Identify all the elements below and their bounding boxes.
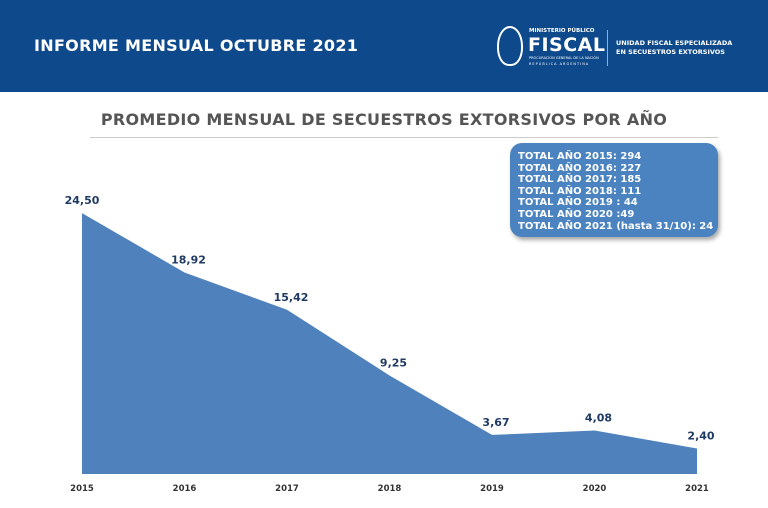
unit-name: UNIDAD FISCAL ESPECIALIZADA EN SECUESTRO… — [616, 39, 732, 57]
x-tick-label: 2019 — [480, 484, 504, 494]
data-label: 3,67 — [482, 416, 509, 429]
logo-line4: REPÚBLICA ARGENTINA — [529, 62, 590, 66]
data-label: 9,25 — [380, 356, 407, 369]
x-tick-label: 2016 — [173, 484, 197, 494]
logo-line3: PROCURACIÓN GENERAL DE LA NACIÓN — [529, 56, 599, 60]
x-tick-label: 2015 — [70, 484, 94, 494]
annotation-line: TOTAL AÑO 2018: 111 — [518, 185, 642, 197]
data-label: 15,42 — [274, 291, 309, 304]
data-label: 2,40 — [687, 429, 714, 442]
logo-line2: FISCAL — [528, 34, 606, 56]
x-tick-label: 2018 — [378, 484, 402, 494]
area-series — [82, 213, 697, 474]
x-tick-label: 2017 — [275, 484, 299, 494]
annotation-line: TOTAL AÑO 2015: 294 — [518, 151, 642, 162]
annotation-line: TOTAL AÑO 2019 : 44 — [518, 197, 638, 209]
unit-line1: UNIDAD FISCAL ESPECIALIZADA — [616, 39, 733, 47]
data-label: 4,08 — [585, 412, 612, 425]
title-divider — [90, 137, 718, 138]
x-tick-label: 2020 — [583, 484, 607, 494]
unit-line2: EN SECUESTROS EXTORSIVOS — [616, 48, 725, 56]
coat-of-arms-icon — [497, 26, 523, 66]
logo-divider — [607, 30, 608, 66]
data-label: 18,92 — [171, 254, 206, 267]
logo-line1: MINISTERIO PÚBLICO — [529, 28, 595, 34]
fiscal-logo: MINISTERIO PÚBLICO FISCAL PROCURACIÓN GE… — [497, 26, 607, 70]
x-tick-label: 2021 — [685, 484, 709, 494]
chart-title: PROMEDIO MENSUAL DE SECUESTROS EXTORSIVO… — [100, 110, 668, 129]
header-banner: INFORME MENSUAL OCTUBRE 2021 MINISTERIO … — [0, 0, 768, 92]
totals-annotation-box: TOTAL AÑO 2015: 294 TOTAL AÑO 2016: 227 TO… — [510, 143, 718, 237]
annotation-line: TOTAL AÑO 2017: 185 — [518, 174, 642, 186]
report-title: INFORME MENSUAL OCTUBRE 2021 — [34, 36, 359, 55]
annotation-line: TOTAL AÑO 2020 :49 — [518, 208, 635, 220]
annotation-line: TOTAL AÑO 2016: 227 — [518, 162, 642, 174]
annotation-line: TOTAL AÑO 2021 (hasta 31/10): 24 — [518, 220, 714, 232]
data-label: 24,50 — [65, 194, 100, 207]
